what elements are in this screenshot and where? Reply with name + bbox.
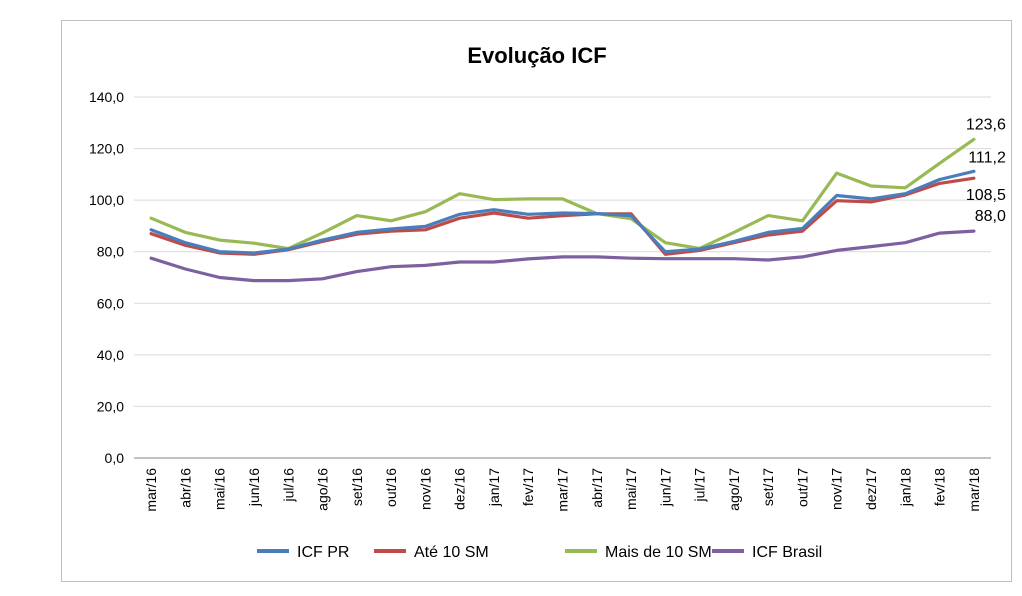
x-tick-label: mai/17	[623, 468, 639, 510]
y-tick-label: 20,0	[97, 398, 124, 414]
x-axis-ticks: mar/16 abr/16 mai/16 jun/16 jul/16 ago/16 set/…	[143, 468, 982, 512]
data-label: 108,5	[966, 187, 1006, 204]
x-tick-label: mar/17	[555, 468, 571, 512]
legend-label: ICF PR	[297, 544, 349, 561]
x-tick-label: jan/18	[897, 468, 913, 507]
y-tick-label: 60,0	[97, 295, 124, 311]
x-tick-label: ago/17	[726, 468, 742, 511]
chart-title: Evolução ICF	[467, 43, 606, 68]
gridlines	[134, 96, 991, 459]
x-tick-label: dez/17	[863, 468, 879, 510]
y-tick-label: 100,0	[89, 192, 124, 208]
series-lines	[149, 137, 976, 283]
x-tick-label: set/17	[760, 468, 776, 506]
series-line-at-10-sm	[149, 176, 976, 256]
y-tick-label: 80,0	[97, 244, 124, 260]
x-tick-label: jun/16	[246, 468, 262, 507]
y-tick-label: 40,0	[97, 347, 124, 363]
legend-label: ICF Brasil	[752, 544, 822, 561]
x-tick-label: fev/17	[520, 468, 536, 506]
chart-frame: Evolução ICF 0,0 20,0 40,0 60,0 80,0 100,0 120…	[61, 20, 1012, 582]
x-tick-label: out/16	[383, 468, 399, 507]
legend-label: Mais de 10 SM	[605, 544, 712, 561]
y-tick-label: 120,0	[89, 141, 124, 157]
y-tick-label: 0,0	[105, 450, 125, 466]
x-tick-label: jan/17	[486, 468, 502, 507]
x-tick-label: abr/17	[589, 468, 605, 508]
series-line-mais-de-10-sm	[149, 137, 976, 251]
legend-label: Até 10 SM	[414, 544, 489, 561]
x-tick-label: mar/16	[143, 468, 159, 512]
legend: ICF PR Até 10 SM Mais de 10 SM ICF Brasil	[257, 544, 822, 561]
data-labels: 123,6 111,2 108,5 88,0	[966, 116, 1006, 225]
x-tick-label: ago/16	[315, 468, 331, 511]
data-label: 123,6	[966, 116, 1006, 133]
x-tick-label: out/17	[794, 468, 810, 507]
data-label: 88,0	[975, 208, 1006, 225]
x-tick-label: fev/18	[932, 468, 948, 506]
x-tick-label: jul/16	[280, 468, 296, 503]
line-chart: Evolução ICF 0,0 20,0 40,0 60,0 80,0 100,0 120…	[89, 43, 1006, 561]
x-tick-label: dez/16	[452, 468, 468, 510]
x-tick-label: abr/16	[177, 468, 193, 508]
x-tick-label: mai/16	[212, 468, 228, 510]
x-tick-label: jun/17	[657, 468, 673, 507]
data-label: 111,2	[968, 149, 1006, 166]
x-tick-label: nov/17	[829, 468, 845, 510]
y-tick-label: 140,0	[89, 89, 124, 105]
y-axis-ticks: 0,0 20,0 40,0 60,0 80,0 100,0 120,0 140,0	[89, 89, 124, 466]
x-tick-label: nov/16	[417, 468, 433, 510]
x-tick-label: set/16	[349, 468, 365, 506]
x-tick-label: jul/17	[692, 468, 708, 503]
series-line-icf-brasil	[149, 229, 976, 283]
series-line-icf-pr	[149, 169, 976, 255]
x-tick-label: mar/18	[966, 468, 982, 512]
